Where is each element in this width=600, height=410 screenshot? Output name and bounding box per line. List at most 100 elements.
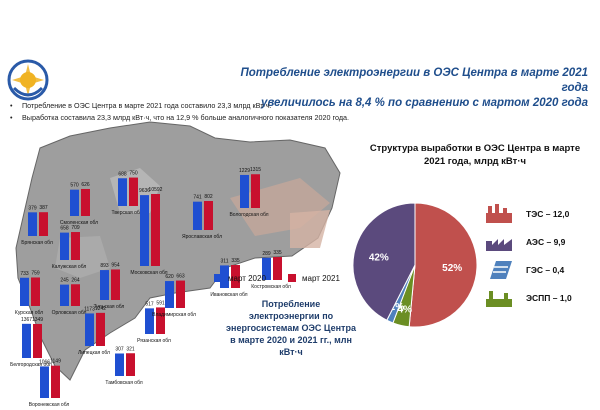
region-label: Воронежская обл [29, 402, 70, 408]
value-label-2021: 1242 [95, 306, 106, 312]
value-label-2021: 387 [39, 205, 48, 211]
value-label-2021: 709 [71, 225, 80, 231]
value-label-2021: 802 [204, 194, 213, 200]
bar-2021 [273, 257, 282, 280]
region-label: Рязанская обл [137, 338, 171, 344]
bar-2021 [151, 194, 160, 266]
value-label-2020: 1367 [21, 317, 32, 323]
structure-legend: ТЭС – 12,0 АЭС – 9,9 ГЭС – 0,4 ЭСПП – 1,… [484, 200, 594, 312]
pie-slice [408, 202, 478, 328]
region-label: Липецкая обл [78, 350, 110, 356]
value-label-2020: 245 [60, 278, 69, 284]
region-label: Тульская обл [94, 304, 125, 310]
region-label: Курская обл [15, 310, 43, 316]
generation-pie-chart: 52% 4%2% 42% [352, 202, 478, 328]
region-label: Вологодская обл [229, 212, 268, 218]
value-label-2020: 658 [60, 226, 69, 232]
title-line-1: Потребление электроэнергии в ОЭС Центра … [240, 67, 588, 94]
region-label: Костромская обл [251, 284, 291, 290]
value-label-2021: 335 [231, 258, 240, 264]
bar-2020 [145, 308, 154, 334]
bar-2020 [118, 178, 127, 206]
value-label-2020: 9636 [139, 188, 150, 194]
value-label-2021: 1315 [250, 167, 261, 173]
bar-2020 [115, 353, 124, 376]
legend-row: АЭС – 9,9 [484, 228, 594, 256]
value-label-2021: 750 [129, 171, 138, 177]
region-label: Московская обл [130, 270, 167, 276]
bar-2021 [71, 232, 80, 260]
legend-row: ГЭС – 0,4 [484, 256, 594, 284]
bar-2021 [96, 312, 105, 346]
bar-2020 [220, 265, 229, 288]
bar-2020 [60, 232, 69, 260]
value-label-2020: 1229 [239, 168, 250, 174]
aes-icon [486, 239, 512, 251]
value-label-2020: 1066 [39, 359, 50, 365]
bar-2021 [39, 212, 48, 236]
legend-row: ЭСПП – 1,0 [484, 284, 594, 312]
bar-2021 [231, 265, 240, 288]
bar-2020 [262, 257, 271, 280]
structure-title: Структура выработки в ОЭС Центра в марте… [369, 143, 581, 167]
value-label-2020: 741 [193, 195, 202, 201]
pie-percent-label: 2% [390, 302, 405, 313]
legend-tes: ТЭС – 12,0 [526, 209, 570, 219]
bar-2020 [40, 366, 49, 398]
bar-2021 [31, 277, 40, 306]
value-label-2021: 264 [71, 277, 80, 283]
value-label-2020: 733 [20, 271, 29, 277]
bar-2020 [140, 195, 149, 266]
legend-2020-swatch [214, 274, 222, 282]
legend-row: ТЭС – 12,0 [484, 200, 594, 228]
bar-2021 [51, 365, 60, 398]
value-label-2020: 1173 [84, 306, 95, 312]
pie-slice [352, 202, 416, 321]
value-label-2021: 591 [156, 300, 165, 306]
value-label-2020: 307 [115, 346, 124, 352]
value-label-2021: 1349 [32, 317, 43, 323]
value-label-2021: 321 [126, 346, 135, 352]
value-label-2020: 517 [145, 301, 154, 307]
bullet-item: Выработка составила 23,3 млрд кВт·ч, что… [4, 112, 474, 124]
bar-2021 [111, 269, 120, 300]
bar-2021 [129, 177, 138, 206]
consumption-title: Потребление электроэнергии по энергосист… [226, 299, 356, 357]
region-label: Калужская обл [52, 264, 87, 270]
region-label: Белгородская обл [10, 362, 52, 368]
value-label-2021: 954 [111, 262, 120, 268]
legend-2021-label: март 2021 [302, 274, 340, 283]
region-label: Владимирская обл [152, 312, 196, 318]
summary-bullets: Потребление в ОЭС Центра в марте 2021 го… [4, 100, 474, 124]
value-label-2021: 10592 [149, 187, 163, 193]
value-label-2020: 688 [118, 171, 127, 177]
bar-2020 [20, 277, 29, 306]
value-label-2021: 626 [81, 182, 90, 188]
legend-2021-swatch [288, 274, 296, 282]
value-label-2020: 893 [100, 263, 109, 269]
bar-2020 [240, 174, 249, 208]
bar-2020 [60, 284, 69, 306]
value-label-2020: 311 [221, 258, 229, 264]
value-label-2021: 759 [31, 270, 40, 276]
bar-2021 [251, 174, 260, 208]
ges-icon [490, 261, 512, 279]
tes-icon [486, 204, 512, 223]
bar-2020 [100, 270, 109, 300]
legend-espp: ЭСПП – 1,0 [526, 293, 572, 303]
value-label-2021: 663 [176, 274, 185, 280]
region-label: Тверская обл [111, 210, 142, 216]
bar-2020 [22, 323, 31, 358]
bar-2021 [156, 307, 165, 334]
logo [7, 59, 49, 101]
value-label-2020: 289 [262, 251, 271, 257]
value-label-2020: 620 [165, 274, 174, 280]
pie-percent-label: 42% [369, 252, 389, 263]
region-label: Ярославская обл [182, 234, 222, 240]
bar-2020 [70, 189, 79, 216]
bar-2020 [165, 281, 174, 308]
bar-2021 [71, 284, 80, 306]
region-label: Брянская обл [21, 240, 53, 246]
legend-aes: АЭС – 9,9 [526, 237, 566, 247]
region-label: Орловская обл [52, 310, 87, 316]
